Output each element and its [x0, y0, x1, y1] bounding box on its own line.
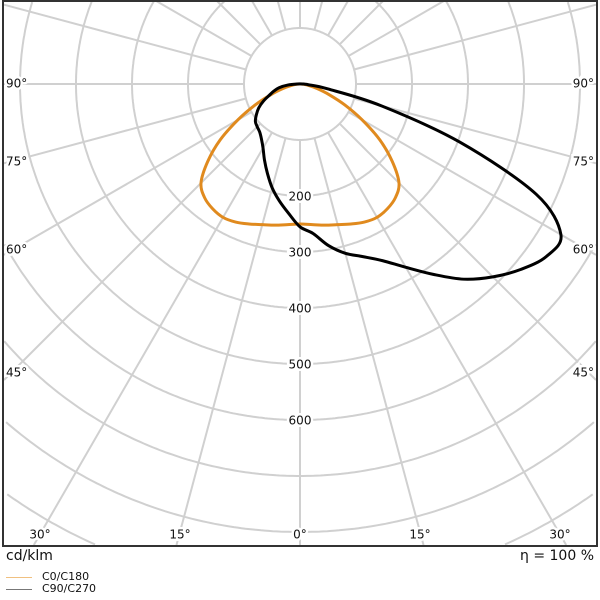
grid-ring	[300, 0, 469, 253]
angle-label-left: 45°	[6, 366, 27, 380]
grid-ray	[327, 0, 349, 37]
radial-tick-label: 600	[289, 414, 312, 428]
polar-grid	[3, 0, 597, 546]
radial-tick-label: 300	[289, 246, 312, 260]
grid-ray	[313, 0, 324, 31]
grid-ray	[353, 3, 597, 71]
grid-ray	[313, 137, 425, 546]
efficiency-label: η = 100 %	[520, 548, 594, 564]
grid-ring	[300, 1, 581, 365]
grid-ray	[3, 111, 253, 256]
unit-label: cd/klm	[6, 548, 53, 564]
grid-ray	[347, 111, 597, 256]
grid-ring	[300, 340, 597, 477]
axis-labels: 200 300 400 500 600 90° 75° 60° 45° 90° 75° 60° 45° 3…	[4, 74, 597, 544]
legend-item-c0-c180: C0/C180	[6, 571, 96, 583]
radial-tick-label: 400	[289, 302, 312, 316]
angle-label-left: 15°	[169, 528, 190, 542]
angle-label-right: 75°	[573, 155, 594, 169]
angle-label-right: 30°	[549, 528, 570, 542]
grid-ray	[3, 97, 247, 165]
grid-ray	[175, 137, 287, 546]
grid-ray	[216, 0, 262, 46]
legend-label: C0/C180	[42, 570, 90, 583]
grid-ring	[75, 1, 300, 309]
angle-label-right: 45°	[573, 366, 594, 380]
angle-label-left: 75°	[6, 155, 27, 169]
angle-label-left: 30°	[29, 528, 50, 542]
angle-label-left: 60°	[6, 243, 27, 257]
curve-c0-c180	[199, 82, 401, 227]
legend-swatch	[6, 576, 32, 578]
grid-ray	[276, 0, 287, 31]
grid-ray	[353, 97, 597, 165]
angle-label-right: 90°	[573, 77, 594, 91]
grid-ray	[251, 0, 273, 37]
grid-ring	[504, 493, 594, 546]
grid-ring	[300, 0, 413, 197]
grid-ring	[131, 0, 300, 253]
grid-ray	[3, 3, 247, 71]
grid-ring	[300, 421, 595, 533]
grid-ray	[327, 131, 568, 546]
grid-ring	[19, 1, 300, 365]
grid-ring	[300, 1, 525, 309]
legend: C0/C180 C90/C270	[6, 571, 96, 595]
legend-item-c90-c270: C90/C270	[6, 583, 96, 595]
grid-ray	[32, 131, 273, 546]
grid-ring	[3, 243, 300, 421]
grid-ray	[155, 0, 253, 57]
radial-tick-label: 200	[289, 190, 312, 204]
legend-swatch	[6, 588, 32, 590]
angle-label-left: 90°	[6, 77, 27, 91]
grid-ray	[347, 0, 445, 57]
plot-frame	[2, 0, 598, 547]
angle-label-bottom: 0°	[293, 528, 307, 542]
grid-ray	[3, 122, 262, 381]
grid-ring	[3, 340, 300, 477]
curves	[199, 82, 563, 281]
grid-ray	[338, 0, 384, 46]
radial-tick-label: 500	[289, 358, 312, 372]
angle-label-right: 60°	[573, 243, 594, 257]
curve-c90-c270	[253, 82, 563, 281]
grid-ring	[6, 493, 96, 546]
grid-ray	[338, 122, 597, 381]
grid-ring	[187, 0, 300, 197]
legend-label: C90/C270	[42, 582, 97, 595]
grid-ring	[5, 421, 300, 533]
angle-label-right: 15°	[409, 528, 430, 542]
grid-ring	[300, 243, 597, 421]
